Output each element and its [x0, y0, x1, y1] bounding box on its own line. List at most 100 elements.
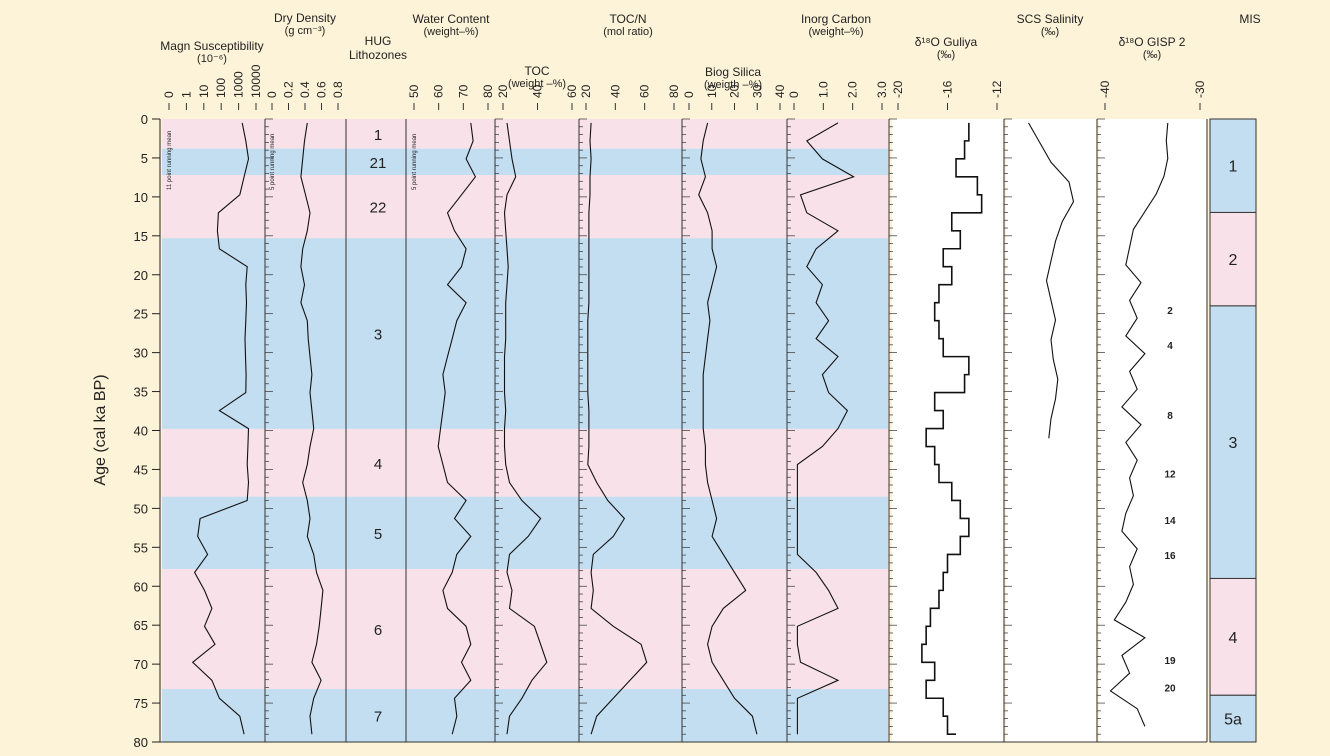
- x-tick-label-gisp: -40: [1098, 80, 1112, 98]
- x-tick-label-toc: 60: [565, 84, 579, 98]
- y-tick-label: 60: [134, 579, 148, 594]
- x-tick-label-ms: 0: [162, 91, 176, 98]
- x-tick-label-wc: 70: [456, 84, 470, 98]
- y-tick-label: 5: [141, 151, 148, 166]
- panel-title-bsi: Biog Silica: [705, 65, 761, 79]
- series-ms: [191, 122, 250, 735]
- panel-note-wc: 5 point running mean: [412, 134, 418, 190]
- lithozone-band-4: [162, 428, 888, 497]
- y-tick-label: 35: [134, 385, 148, 400]
- series-wc: [437, 122, 477, 735]
- series-gisp: [1109, 122, 1169, 727]
- white-panel-2: [1099, 119, 1206, 742]
- panel-note-ms: 11 point running mean: [167, 131, 173, 190]
- x-tick-label-bsi: 10: [705, 84, 719, 98]
- x-tick-label-ms: 10000: [249, 64, 263, 98]
- lithozone-header: HUG: [365, 34, 392, 48]
- x-tick-label-dd: 0: [265, 91, 279, 98]
- panel-unit-toc: (weight –%): [508, 78, 566, 90]
- white-panels: [892, 119, 1206, 742]
- mis-stage-label: 4: [1229, 630, 1238, 647]
- y-tick-label: 55: [134, 540, 148, 555]
- panel-title-gisp: δ¹⁸O GISP 2: [1119, 35, 1186, 49]
- x-tick-label-ic: 1.0: [816, 81, 830, 98]
- mis-title: MIS: [1239, 12, 1260, 26]
- white-panel-0: [892, 119, 1003, 742]
- x-tick-label-toc: 40: [531, 84, 545, 98]
- lithozone-label: 22: [370, 200, 387, 217]
- event-label: 4: [1167, 341, 1173, 352]
- y-tick-label: 0: [141, 112, 148, 127]
- mis-column: 1 2 3 4 5a: [1209, 118, 1257, 743]
- panel-unit-ms: (10⁻⁶): [197, 53, 227, 65]
- lithozone-bands: [162, 119, 888, 742]
- event-label: 16: [1164, 551, 1176, 562]
- panel-title-toc: TOC: [524, 64, 549, 78]
- mis-stage-4: [1209, 694, 1257, 743]
- event-label: 12: [1164, 469, 1176, 480]
- x-tick-label-d18og: -12: [990, 80, 1004, 98]
- lithozone-band-1: [162, 148, 888, 176]
- lithozone-header: Lithozones: [349, 48, 407, 62]
- panel-title-ic: Inorg Carbon: [801, 12, 871, 26]
- panel-unit-tocn: (mol ratio): [603, 26, 653, 38]
- y-tick-label: 15: [134, 229, 148, 244]
- x-tick-label-wc: 50: [407, 84, 421, 98]
- event-label: 20: [1164, 683, 1176, 694]
- mis-stage-label: 3: [1229, 435, 1238, 452]
- y-tick-label: 45: [134, 462, 148, 477]
- mis-stage-2: [1209, 305, 1257, 579]
- y-tick-label: 65: [134, 618, 148, 633]
- x-tick-label-wc: 80: [481, 84, 495, 98]
- panel-unit-dd: (g cm⁻³): [285, 25, 326, 37]
- panel-title-dd: Dry Density: [274, 11, 336, 25]
- panel-unit-bsi: (weigth –%): [704, 79, 762, 91]
- panel-note-dd: 5 point running mean: [270, 134, 276, 190]
- mis-stage-label: 1: [1229, 159, 1238, 176]
- panel-title-d18og: δ¹⁸O Guliya: [915, 35, 978, 49]
- y-tick-label: 75: [134, 696, 148, 711]
- x-tick-label-tocn: 20: [579, 84, 593, 98]
- x-tick-label-ms: 10: [197, 84, 211, 98]
- x-tick-label-bsi: 0: [682, 91, 696, 98]
- x-tick-label-toc: 20: [496, 84, 510, 98]
- x-tick-label-ic: 2.0: [846, 81, 860, 98]
- y-tick-label: 10: [134, 190, 148, 205]
- lithozone-label: 6: [374, 622, 382, 639]
- lithozone-label: 1: [374, 127, 382, 144]
- x-tick-label-ms: 1: [179, 91, 193, 98]
- series-d18og: [921, 122, 983, 736]
- series-bsi: [698, 122, 758, 735]
- lithozone-label: 4: [374, 456, 382, 473]
- event-label: 19: [1164, 656, 1176, 667]
- lithozone-label: 7: [374, 709, 382, 726]
- panel-unit-ic: (weight–%): [808, 26, 863, 38]
- y-tick-label: 20: [134, 268, 148, 283]
- lithozone-label: 3: [374, 327, 382, 344]
- panel-title-ms: Magn Susceptibility: [160, 39, 263, 53]
- x-tick-label-dd: 0.4: [298, 81, 312, 98]
- x-tick-label-bsi: 30: [750, 84, 764, 98]
- mis-stage-0: [1209, 118, 1257, 213]
- lithozone-band-7: [162, 689, 888, 742]
- x-tick-label-gisp: -30: [1193, 80, 1207, 98]
- series-toc: [503, 122, 548, 735]
- lithozone-band-5: [162, 496, 888, 570]
- lithozone-band-3: [162, 238, 888, 429]
- series-dd: [300, 122, 324, 735]
- event-label: 2: [1167, 306, 1173, 317]
- series-scs: [1028, 122, 1075, 439]
- x-tick-label-dd: 0.8: [331, 81, 345, 98]
- panel-unit-wc: (weight–%): [423, 26, 478, 38]
- white-panel-1: [1006, 119, 1096, 742]
- panel-unit-gisp: (‰): [1143, 49, 1161, 61]
- mis-stage-3: [1209, 577, 1257, 696]
- axes: [152, 103, 1208, 743]
- y-tick-label: 80: [134, 735, 148, 750]
- event-label: 8: [1167, 411, 1173, 422]
- x-tick-label-tocn: 60: [638, 84, 652, 98]
- lithozone-band-6: [162, 569, 888, 690]
- lithozone-band-2: [162, 175, 888, 239]
- x-tick-label-bsi: 20: [728, 84, 742, 98]
